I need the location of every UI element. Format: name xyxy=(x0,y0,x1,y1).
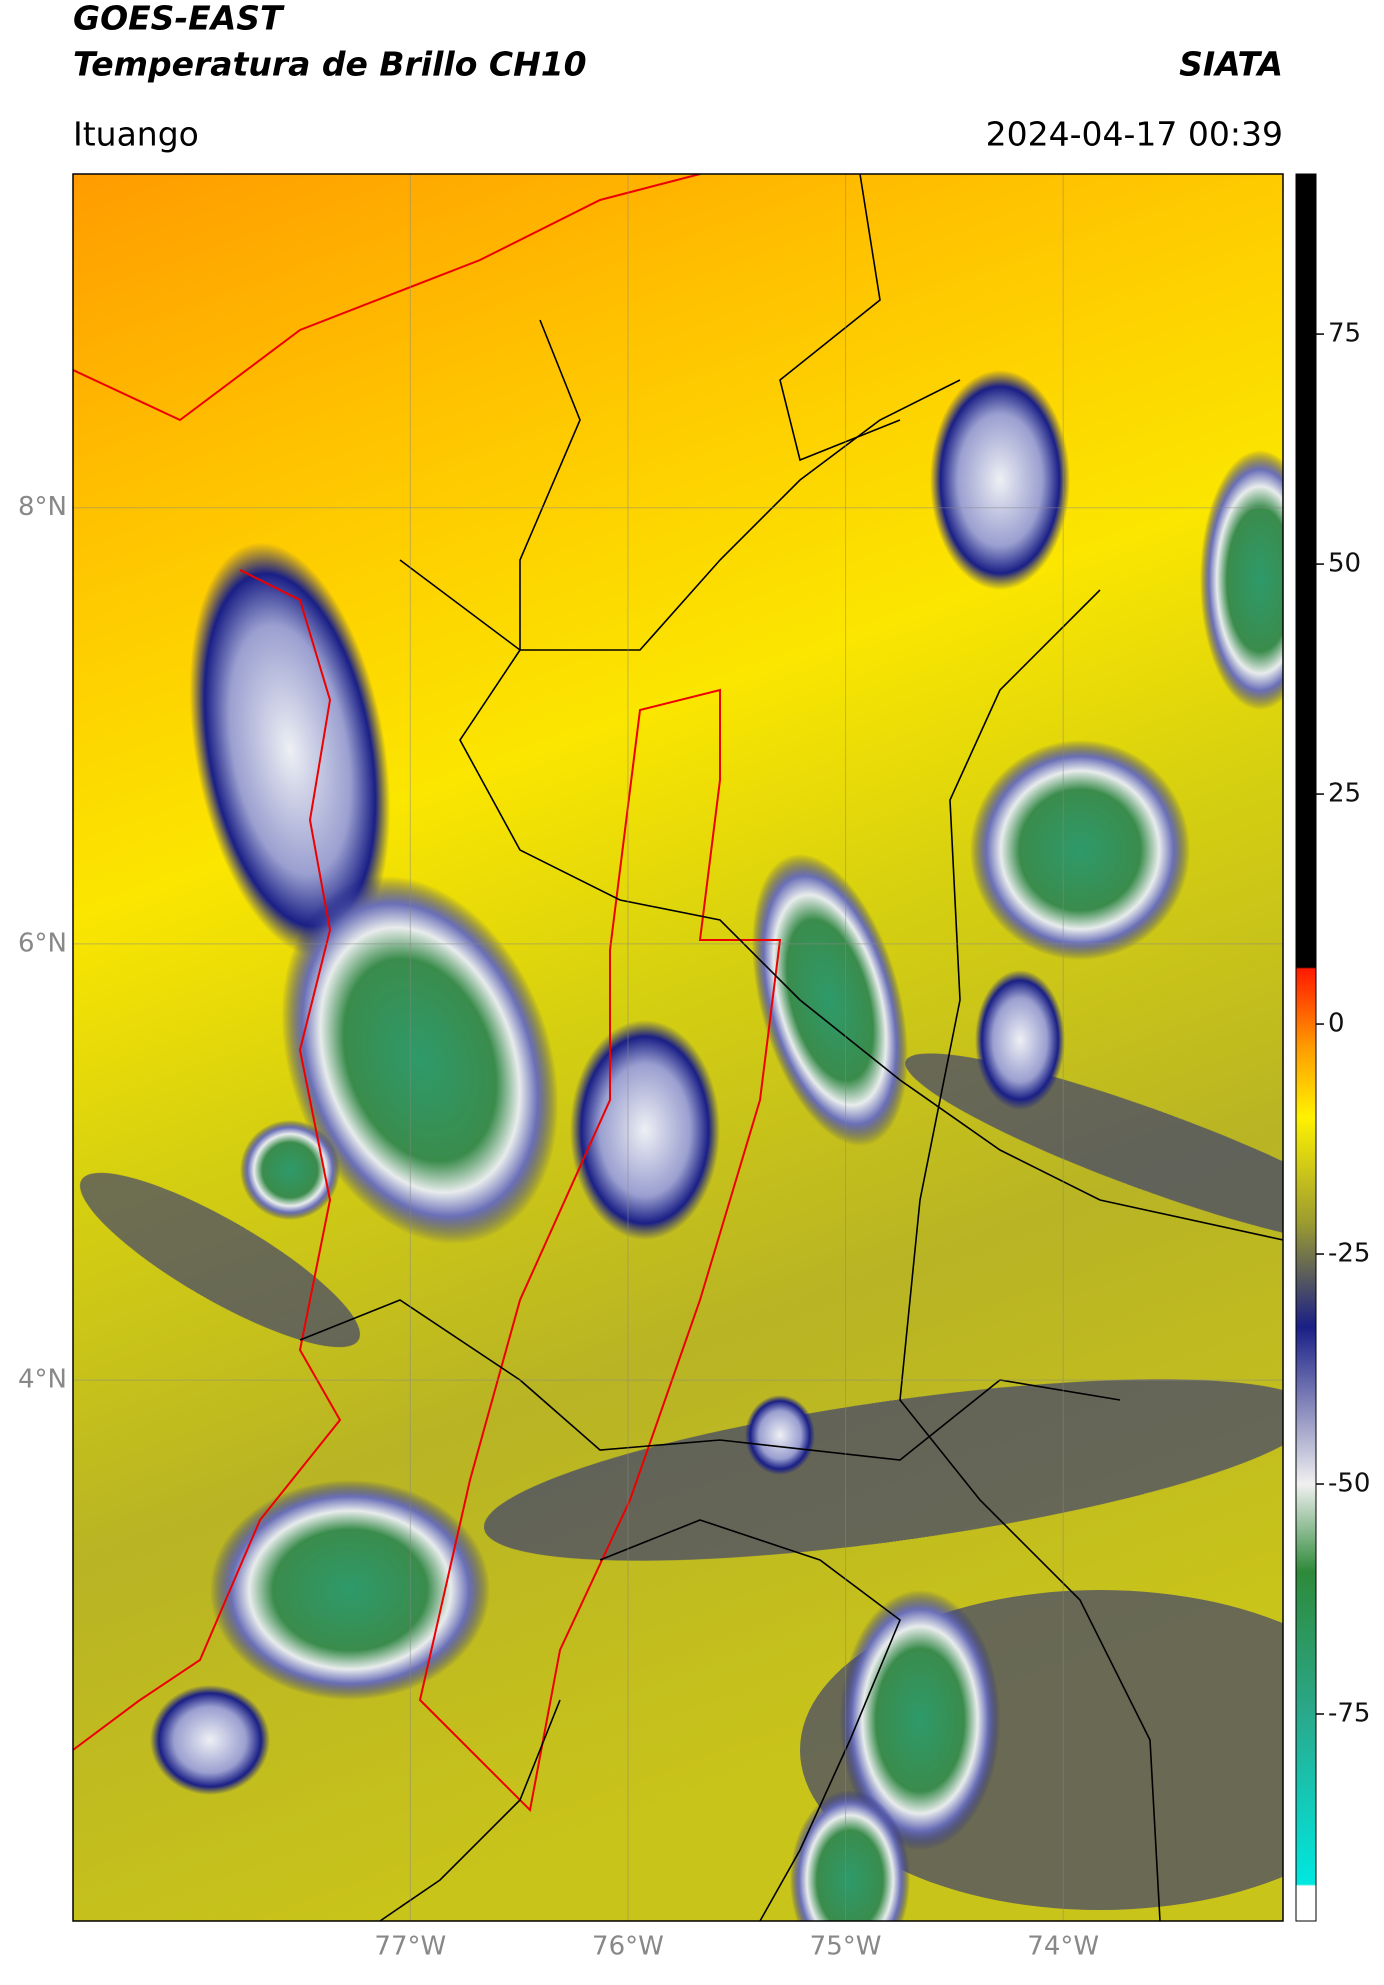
brand: SIATA xyxy=(1179,45,1283,84)
colorbar-tick-label: 75 xyxy=(1328,319,1361,349)
timestamp: 2024-04-17 00:39 xyxy=(986,115,1283,154)
x-tick-label: 76°W xyxy=(592,1932,664,1962)
x-tick-label: 75°W xyxy=(810,1932,882,1962)
subtitle: Temperatura de Brillo CH10 xyxy=(73,45,587,84)
colorbar-tick-label: -25 xyxy=(1328,1239,1370,1269)
y-tick-label: 6°N xyxy=(18,928,67,958)
x-tick-label: 77°W xyxy=(374,1932,446,1962)
y-tick-label: 8°N xyxy=(18,492,67,522)
colorbar-tick-label: -75 xyxy=(1328,1699,1370,1729)
x-tick-label: 74°W xyxy=(1027,1932,1099,1962)
colorbar-tick-label: 0 xyxy=(1328,1009,1345,1039)
colorbar xyxy=(1295,173,1317,1922)
satellite-image xyxy=(73,174,1283,1921)
grid xyxy=(73,174,1283,1921)
title: GOES-EAST xyxy=(73,0,285,38)
colorbar-tick-label: 50 xyxy=(1328,549,1361,579)
map-frame xyxy=(72,173,1284,1922)
y-tick-label: 4°N xyxy=(18,1365,67,1395)
colorbar-tick-label: -50 xyxy=(1328,1469,1370,1499)
location: Ituango xyxy=(73,115,199,154)
colorbar-tick-label: 25 xyxy=(1328,779,1361,809)
